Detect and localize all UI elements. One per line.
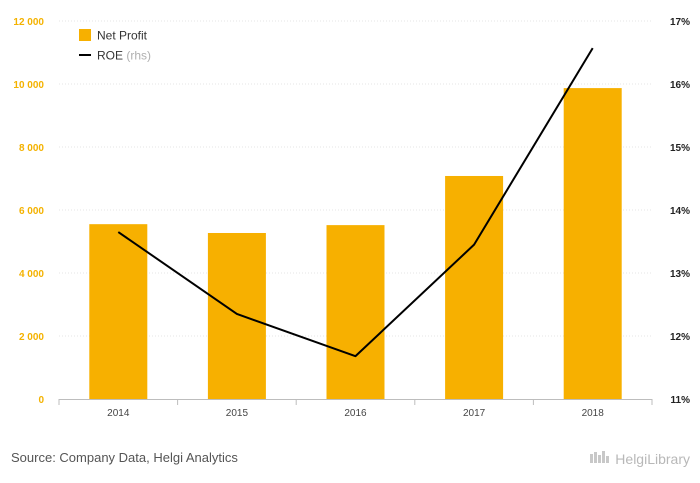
right-tick-label: 14% [670,206,690,217]
x-tick-label: 2018 [582,408,605,419]
library-icon [589,450,611,467]
source-note: Source: Company Data, Helgi Analytics [11,450,238,465]
brand-name: HelgiLibrary [615,450,690,467]
bar-2018 [563,88,622,399]
legend-swatch-net-profit [79,29,91,41]
line-series [117,47,594,358]
x-axis: 2014 2015 2016 2017 2018 [58,399,653,419]
left-tick-label: 8 000 [19,143,44,154]
right-tick-label: 16% [670,80,690,91]
legend-label-roe-suffix: (rhs) [126,49,151,63]
left-tick-label: 12 000 [13,17,44,28]
brand-logo: HelgiLibrary [589,450,690,467]
combo-chart: 2014 2015 2016 2017 2018 0 2 000 4 000 6 000 8 0… [13,17,690,419]
x-tick-label: 2014 [107,408,130,419]
left-tick-label: 2 000 [19,332,44,343]
right-tick-label: 13% [670,269,690,280]
left-tick-label: 4 000 [19,269,44,280]
bar-series [89,88,622,399]
legend: Net Profit ROE (rhs) [79,29,151,63]
right-tick-label: 15% [670,143,690,154]
left-tick-label: 10 000 [13,80,44,91]
bar-2014 [89,224,148,399]
left-tick-label: 0 [38,395,44,406]
right-tick-label: 11% [671,395,691,406]
bar-2015 [207,232,266,399]
right-axis-ticks: 11% 12% 13% 14% 15% 16% 17% [670,17,690,406]
bar-2016 [326,225,385,399]
x-tick-label: 2017 [463,408,486,419]
right-tick-label: 17% [670,17,690,28]
x-tick-label: 2016 [344,408,367,419]
legend-label-roe: ROE (rhs) [97,49,151,63]
legend-label-net-profit: Net Profit [97,29,148,43]
left-axis-ticks: 0 2 000 4 000 6 000 8 000 10 000 12 000 [13,17,44,406]
x-tick-label: 2015 [226,408,249,419]
left-tick-label: 6 000 [19,206,44,217]
right-tick-label: 12% [670,332,690,343]
